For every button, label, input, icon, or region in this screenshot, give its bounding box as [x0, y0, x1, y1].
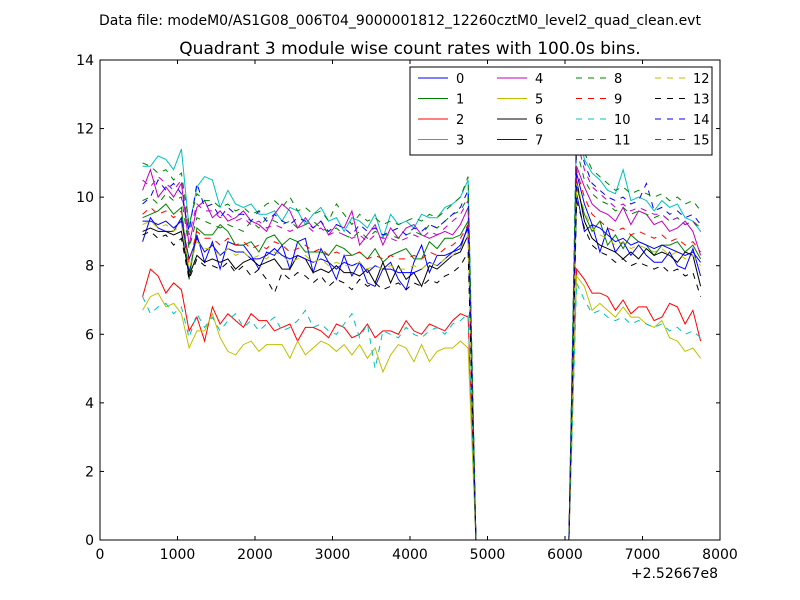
- legend-label-11: 11: [614, 134, 631, 149]
- series-line-7: [142, 172, 702, 541]
- series-line-8: [142, 148, 701, 541]
- y-tick-label: 6: [85, 327, 94, 343]
- legend-label-4: 4: [535, 72, 543, 87]
- legend-label-9: 9: [614, 93, 622, 108]
- y-tick-label: 2: [85, 464, 94, 480]
- series-line-10: [142, 282, 701, 541]
- legend-label-15: 15: [693, 134, 710, 149]
- series-line-3: [142, 121, 702, 541]
- series-line-12: [142, 183, 702, 541]
- series-line-2: [142, 267, 702, 541]
- legend-label-3: 3: [456, 134, 464, 149]
- legend-label-6: 6: [535, 113, 543, 128]
- legend-label-10: 10: [614, 113, 631, 128]
- series-line-5: [142, 274, 702, 541]
- series-line-13: [142, 200, 702, 541]
- x-tick-label: 2000: [237, 547, 273, 563]
- axis-ticks: 0 1000 2000 3000 4000 5000 6000 7000 80000246810…: [76, 53, 738, 563]
- legend-label-2: 2: [456, 113, 464, 128]
- series-line-4: [142, 166, 702, 541]
- x-tick-label: 4000: [392, 547, 428, 563]
- series-line-15: [142, 114, 702, 541]
- legend-label-1: 1: [456, 93, 464, 108]
- x-tick-label: 5000: [470, 547, 506, 563]
- legend-label-7: 7: [535, 134, 543, 149]
- series-line-0: [142, 193, 702, 541]
- legend-label-14: 14: [693, 113, 710, 128]
- series-line-11: [142, 138, 702, 541]
- x-offset-label: +2.52667e8: [631, 566, 718, 582]
- y-tick-label: 8: [85, 259, 94, 275]
- y-tick-label: 4: [85, 396, 94, 412]
- legend-label-8: 8: [614, 72, 622, 87]
- x-tick-label: 3000: [315, 547, 351, 563]
- chart-title: Quadrant 3 module wise count rates with …: [179, 39, 640, 59]
- legend-frame: [409, 66, 713, 156]
- y-tick-label: 0: [85, 533, 94, 549]
- series-line-6: [142, 179, 702, 541]
- x-tick-label: 7000: [625, 547, 661, 563]
- legend-label-5: 5: [535, 93, 543, 108]
- x-tick-label: 0: [96, 547, 105, 563]
- legend-label-0: 0: [456, 72, 464, 87]
- y-tick-label: 10: [76, 190, 94, 206]
- y-tick-label: 14: [76, 53, 94, 69]
- legend-label-13: 13: [693, 93, 710, 108]
- x-tick-label: 1000: [160, 547, 196, 563]
- plot-lines: [142, 114, 702, 541]
- x-tick-label: 6000: [547, 547, 583, 563]
- figure-suptitle: Data file: modeM0/AS1G08_006T04_90000018…: [99, 13, 701, 29]
- x-tick-label: 8000: [702, 547, 738, 563]
- series-line-9: [142, 169, 702, 541]
- legend-label-12: 12: [693, 72, 710, 87]
- y-tick-label: 12: [76, 122, 94, 138]
